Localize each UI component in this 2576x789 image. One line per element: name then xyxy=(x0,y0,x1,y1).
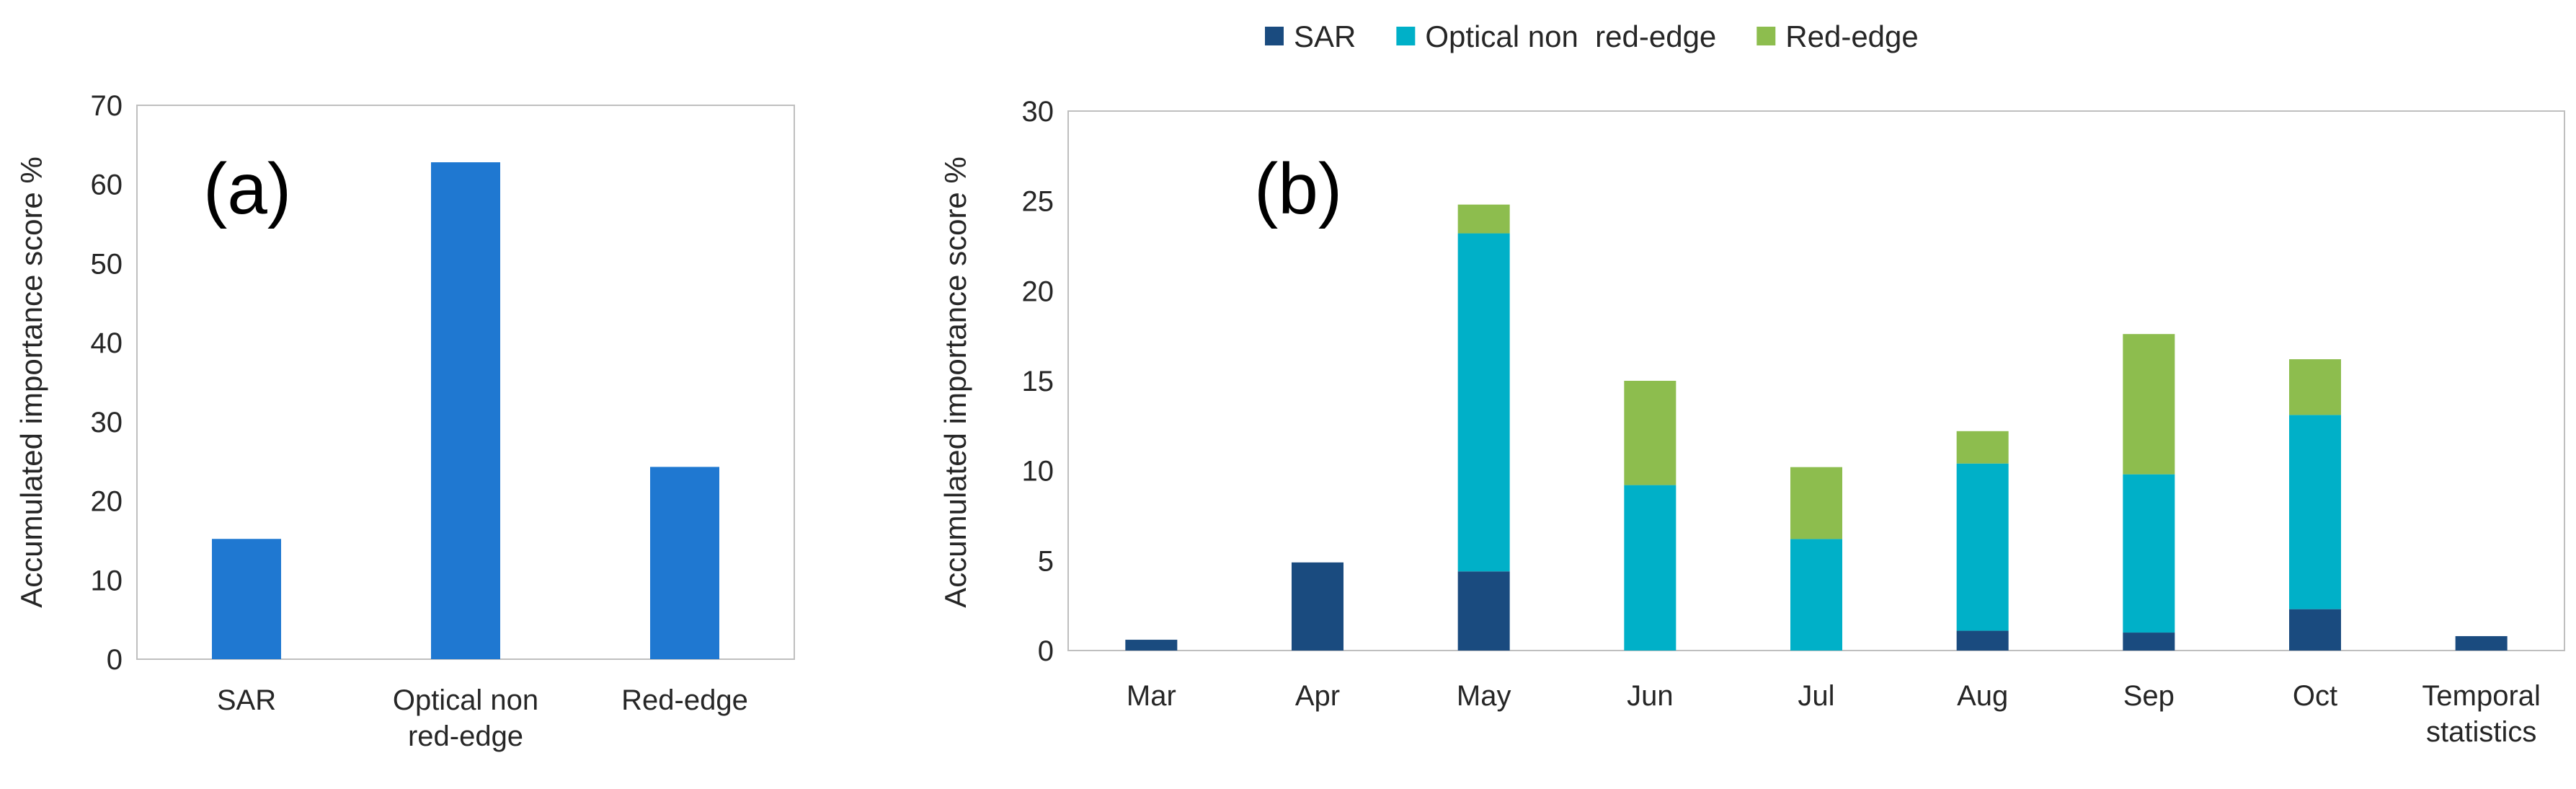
panel-b-bar-segment xyxy=(2289,359,2341,415)
panel-b-bar-segment xyxy=(1624,485,1676,651)
panel-a: (a) Accumulated importance score % 0 10 20… xyxy=(14,90,795,752)
legend-swatch xyxy=(1265,27,1284,45)
panel-a-bars xyxy=(212,162,719,660)
panel-b-bar-segment xyxy=(1292,562,1343,651)
panel-b-bar-segment xyxy=(1457,571,1510,651)
panel-b-label: (b) xyxy=(1254,149,1342,229)
panel-a-y-tick-label: 10 xyxy=(91,565,123,596)
panel-b-x-tick-label: Aug xyxy=(1957,680,2008,712)
legend-swatch xyxy=(1396,27,1416,45)
panel-b: (b) Accumulated importance score % 0 5 10 1… xyxy=(938,19,2565,748)
panel-b-legend: SAR Optical non red-edge Red-edge xyxy=(1265,19,1919,53)
legend-label: SAR xyxy=(1294,19,1356,53)
panel-b-bar-segment xyxy=(1457,204,1510,234)
panel-a-x-tick-label: SAR xyxy=(217,684,276,716)
panel-a-y-ticks: 0 10 20 30 40 50 60 70 xyxy=(91,90,123,676)
panel-b-y-tick-label: 0 xyxy=(1038,635,1054,667)
panel-a-y-tick-label: 50 xyxy=(91,248,123,280)
panel-a-bar xyxy=(431,162,500,660)
legend-label: Red-edge xyxy=(1785,19,1918,53)
panel-b-y-axis-label: Accumulated importance score % xyxy=(938,157,972,608)
panel-b-bar-segment xyxy=(2123,334,2175,475)
panel-b-x-tick-label: Sep xyxy=(2123,680,2175,712)
panel-b-bar-segment xyxy=(2455,636,2508,651)
panel-b-bar-segment xyxy=(1125,640,1178,651)
panel-b-bar-segment xyxy=(2123,632,2175,651)
panel-b-x-tick-label: Apr xyxy=(1295,680,1340,712)
panel-a-y-tick-label: 30 xyxy=(91,407,123,438)
panel-b-bar-segment xyxy=(2289,415,2341,609)
panel-b-bar-segment xyxy=(1624,381,1676,485)
panel-a-y-tick-label: 70 xyxy=(91,90,123,122)
panel-a-y-tick-label: 60 xyxy=(91,169,123,201)
panel-a-x-tick-label: Red-edge xyxy=(621,684,748,716)
panel-b-bar-segment xyxy=(1956,431,2009,464)
panel-b-bar-segment xyxy=(2123,474,2175,633)
panel-a-label: (a) xyxy=(203,149,291,229)
panel-b-bar-segment xyxy=(1790,467,1842,539)
panel-b-y-ticks: 0 5 10 15 20 25 30 xyxy=(1022,96,1054,667)
panel-a-y-axis-label: Accumulated importance score % xyxy=(14,157,48,608)
panel-a-bar xyxy=(650,467,719,659)
panel-b-bars xyxy=(1125,204,2508,651)
panel-b-x-tick-label: Temporal statistics xyxy=(2422,680,2541,748)
panel-a-x-tick-label: Optical non red-edge xyxy=(393,684,538,752)
panel-b-x-tick-label: Oct xyxy=(2293,680,2337,712)
panel-b-y-tick-label: 5 xyxy=(1038,545,1054,577)
panel-b-x-tick-label: Mar xyxy=(1127,680,1176,712)
panel-a-bar xyxy=(212,539,281,659)
panel-b-x-ticks: Mar Apr May Jun Jul Aug Sep Oct Temporal statisti… xyxy=(1127,680,2541,748)
panel-b-bar-segment xyxy=(1956,630,2009,651)
panel-b-bar-segment xyxy=(1956,463,2009,631)
panel-a-y-tick-label: 0 xyxy=(107,644,123,676)
legend-swatch xyxy=(1756,27,1776,45)
panel-b-y-tick-label: 20 xyxy=(1022,276,1054,307)
panel-a-x-ticks: SAR Optical non red-edge Red-edge xyxy=(217,684,748,752)
panel-b-x-tick-label: Jun xyxy=(1627,680,1674,712)
panel-b-y-tick-label: 25 xyxy=(1022,186,1054,218)
legend-label: Optical non red-edge xyxy=(1425,19,1716,53)
panel-b-x-tick-label: May xyxy=(1457,680,1511,712)
panel-b-y-tick-label: 15 xyxy=(1022,366,1054,397)
panel-b-x-tick-label: Jul xyxy=(1798,680,1834,712)
panel-b-bar-segment xyxy=(1457,233,1510,572)
panel-a-y-tick-label: 20 xyxy=(91,486,123,518)
panel-b-y-tick-label: 10 xyxy=(1022,456,1054,488)
panel-b-y-tick-label: 30 xyxy=(1022,96,1054,128)
panel-b-bar-segment xyxy=(2289,609,2341,651)
panel-a-y-tick-label: 40 xyxy=(91,327,123,359)
panel-b-bar-segment xyxy=(1790,539,1842,651)
